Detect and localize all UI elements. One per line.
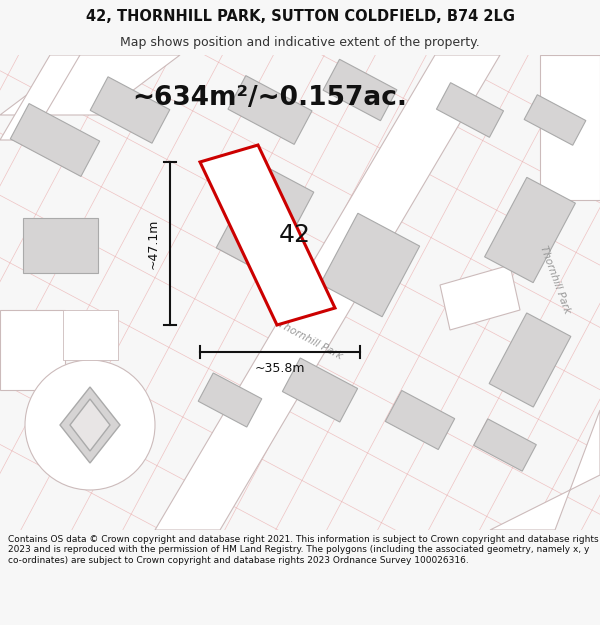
Polygon shape bbox=[440, 265, 520, 330]
Polygon shape bbox=[0, 55, 180, 115]
Text: 42: 42 bbox=[279, 223, 311, 247]
Polygon shape bbox=[473, 419, 536, 471]
Text: ~634m²/~0.157ac.: ~634m²/~0.157ac. bbox=[133, 85, 407, 111]
Text: Thornhill Park: Thornhill Park bbox=[538, 244, 572, 316]
Polygon shape bbox=[0, 310, 65, 390]
Polygon shape bbox=[540, 55, 600, 200]
Text: ~47.1m: ~47.1m bbox=[147, 218, 160, 269]
Polygon shape bbox=[320, 213, 419, 317]
Text: Thornhill Park: Thornhill Park bbox=[276, 319, 344, 361]
Polygon shape bbox=[90, 77, 170, 143]
Polygon shape bbox=[485, 177, 575, 282]
Text: Contains OS data © Crown copyright and database right 2021. This information is : Contains OS data © Crown copyright and d… bbox=[8, 535, 598, 564]
Polygon shape bbox=[436, 82, 503, 138]
Polygon shape bbox=[198, 373, 262, 427]
Polygon shape bbox=[0, 55, 80, 140]
Polygon shape bbox=[63, 310, 118, 360]
Text: 42, THORNHILL PARK, SUTTON COLDFIELD, B74 2LG: 42, THORNHILL PARK, SUTTON COLDFIELD, B7… bbox=[86, 9, 515, 24]
Polygon shape bbox=[216, 164, 314, 276]
Circle shape bbox=[25, 360, 155, 490]
Polygon shape bbox=[524, 95, 586, 145]
Polygon shape bbox=[323, 59, 397, 121]
Polygon shape bbox=[283, 358, 358, 422]
Polygon shape bbox=[60, 387, 120, 463]
Polygon shape bbox=[70, 399, 110, 451]
Polygon shape bbox=[489, 313, 571, 407]
Polygon shape bbox=[228, 76, 312, 144]
Text: ~35.8m: ~35.8m bbox=[255, 362, 305, 375]
Polygon shape bbox=[23, 217, 97, 272]
Polygon shape bbox=[155, 55, 500, 530]
Polygon shape bbox=[490, 410, 600, 530]
Text: Map shows position and indicative extent of the property.: Map shows position and indicative extent… bbox=[120, 36, 480, 49]
Polygon shape bbox=[385, 391, 455, 449]
Polygon shape bbox=[10, 104, 100, 176]
Polygon shape bbox=[200, 145, 335, 325]
